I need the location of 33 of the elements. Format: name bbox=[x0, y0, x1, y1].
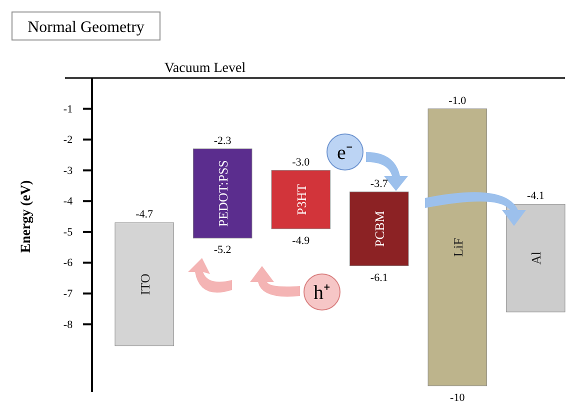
annotation: h⁺ bbox=[314, 282, 330, 304]
x-tick-label: LiF bbox=[450, 238, 466, 257]
y-tick-label: -2 bbox=[63, 134, 73, 146]
chart-title: Normal Geometry bbox=[28, 19, 144, 36]
annotation: -2.3 bbox=[214, 134, 232, 147]
annotation: -4.7 bbox=[136, 208, 154, 221]
annotation: -6.1 bbox=[370, 272, 388, 284]
x-tick-label: PEDOT:PSS bbox=[216, 160, 231, 227]
x-tick-label: PCBM bbox=[372, 210, 388, 247]
y-axis-title: Energy (eV) bbox=[19, 180, 34, 253]
y-tick-label: -7 bbox=[63, 288, 74, 300]
annotation: -4.9 bbox=[292, 234, 310, 247]
ref-line-label: Vacuum Level bbox=[164, 61, 246, 76]
bar bbox=[271, 170, 330, 230]
annotation: -3.7 bbox=[370, 178, 388, 190]
bar bbox=[114, 222, 174, 346]
annotation: -4.1 bbox=[526, 190, 544, 202]
annotation: -3.0 bbox=[292, 156, 310, 168]
y-tick-label: -6 bbox=[63, 257, 74, 270]
x-tick-label: Al bbox=[528, 251, 544, 265]
annotation: -10 bbox=[450, 392, 466, 404]
x-tick-label: ITO bbox=[137, 274, 152, 295]
x-tick-label: P3HT bbox=[294, 184, 309, 216]
y-tick-label: -3 bbox=[63, 164, 74, 177]
y-tick-label: -8 bbox=[63, 318, 74, 331]
annotation: -1.0 bbox=[448, 94, 467, 107]
annotation: -5.2 bbox=[214, 244, 232, 256]
bar bbox=[506, 204, 566, 312]
y-tick-label: -5 bbox=[63, 226, 74, 238]
y-tick-label: -1 bbox=[63, 103, 73, 116]
annotation: e⁻ bbox=[337, 142, 353, 164]
y-tick-label: -4 bbox=[63, 196, 74, 208]
bar bbox=[193, 148, 252, 238]
